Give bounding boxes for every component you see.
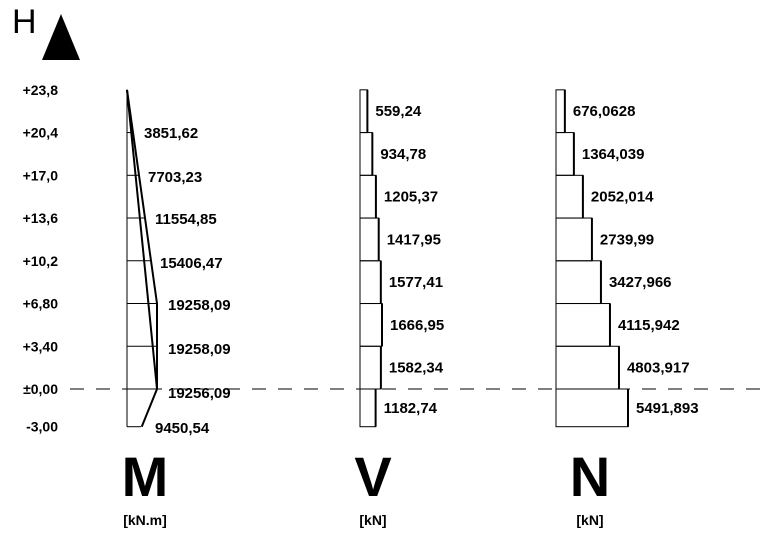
shear-value-label: 1582,34 [389, 360, 444, 377]
normal-step [555, 345, 620, 390]
normal-value-label: 4115,942 [618, 317, 680, 334]
shear-symbol: V [354, 445, 391, 508]
normal-step [555, 260, 602, 305]
normal-step [555, 89, 566, 134]
moment-unit: [kN.m] [123, 512, 167, 528]
shear-step [359, 217, 380, 262]
shear-value-label: 1182,74 [384, 400, 438, 417]
moment-value-label: 15406,47 [160, 255, 223, 272]
level-label: -3,00 [26, 419, 58, 435]
level-labels: +23,8 +20,4 +17,0 +13,6 +10,2 +6,80 +3,40 ±0,00… [23, 82, 59, 435]
moment-value-label: 19258,09 [168, 297, 231, 314]
shear-value-label: 1417,95 [387, 231, 441, 248]
normal-step [555, 132, 575, 176]
level-label: +6,80 [23, 296, 59, 312]
shear-step [359, 303, 383, 347]
normal-force-diagram: 676,0628 1364,039 2052,014 2739,99 3427,966 4… [555, 89, 699, 428]
normal-value-label: 2052,014 [591, 189, 654, 206]
moment-value-label: 9450,54 [155, 420, 210, 437]
moment-value-label: 3851,62 [144, 125, 198, 142]
shear-step [359, 132, 373, 176]
normal-step [555, 174, 584, 219]
shear-step [359, 174, 377, 219]
moment-symbol: M [122, 445, 169, 508]
shear-step [359, 388, 377, 428]
normal-value-label: 3427,966 [609, 274, 672, 291]
shear-step [359, 345, 382, 390]
level-label: +23,8 [23, 82, 59, 98]
normal-value-label: 2739,99 [600, 231, 654, 248]
moment-diagram: 3851,62 7703,23 11554,85 15406,47 19258,09 19… [126, 89, 231, 437]
axis-arrow-icon [42, 14, 80, 60]
shear-unit: [kN] [359, 512, 386, 528]
level-label: +3,40 [23, 338, 59, 354]
shear-step [359, 260, 382, 305]
normal-symbol: N [570, 445, 610, 508]
shear-value-label: 1666,95 [390, 317, 444, 334]
level-label: ±0,00 [23, 381, 58, 397]
normal-value-label: 676,0628 [573, 103, 636, 120]
level-label: +13,6 [23, 210, 59, 226]
normal-step [555, 303, 611, 347]
shear-value-label: 934,78 [380, 146, 426, 163]
normal-value-label: 4803,917 [627, 360, 690, 377]
moment-envelope-line [126, 89, 158, 390]
normal-step [555, 217, 593, 262]
moment-value-label: 7703,23 [148, 169, 202, 186]
shear-value-label: 559,24 [375, 103, 422, 120]
shear-step [359, 89, 368, 134]
normal-value-label: 1364,039 [582, 146, 645, 163]
shear-value-label: 1577,41 [389, 274, 443, 291]
normal-value-label: 5491,893 [636, 400, 699, 417]
level-label: +20,4 [23, 125, 59, 141]
shear-diagram: 559,24 934,78 1205,37 1417,95 1577,41 1666,95… [359, 89, 444, 428]
normal-step [555, 388, 629, 428]
moment-value-label: 19258,09 [168, 341, 231, 358]
shear-value-label: 1205,37 [384, 189, 438, 206]
moment-curve [126, 89, 158, 428]
moment-value-label: 19256,09 [168, 385, 231, 402]
level-label: +17,0 [23, 167, 59, 183]
level-label: +10,2 [23, 253, 59, 269]
axis-label: H [12, 3, 37, 41]
normal-unit: [kN] [576, 512, 603, 528]
moment-value-label: 11554,85 [155, 211, 217, 228]
